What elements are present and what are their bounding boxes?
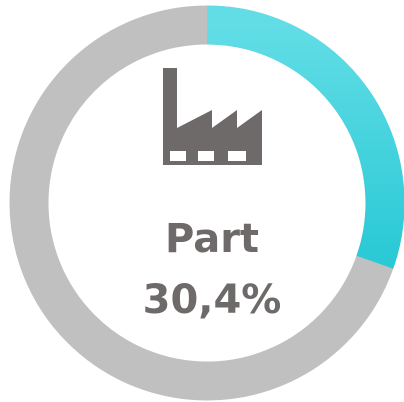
ring-arc <box>206 5 404 269</box>
title: Part <box>165 216 259 262</box>
factory-icon <box>163 68 262 165</box>
value-label: 30,4% <box>143 277 282 323</box>
